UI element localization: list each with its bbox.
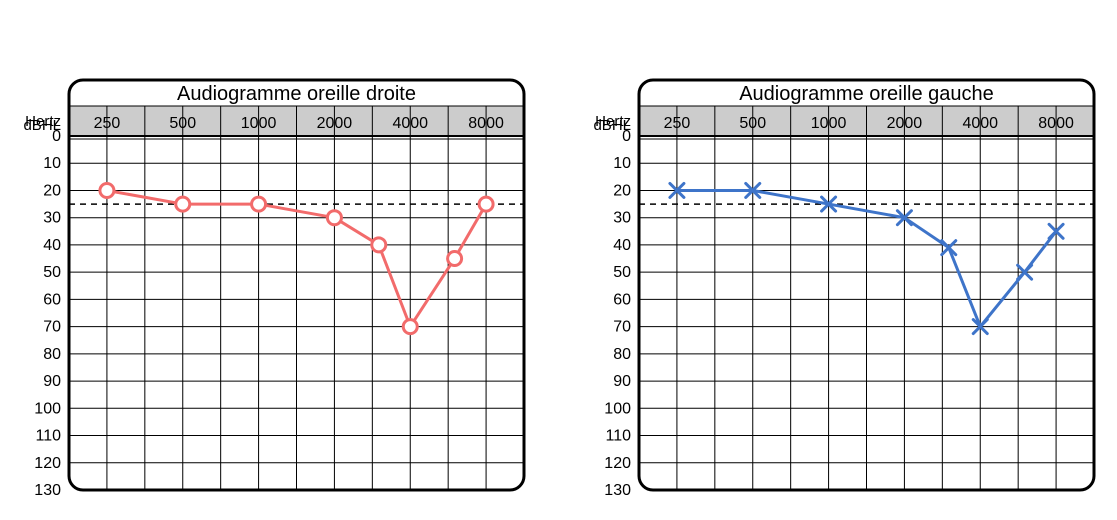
x-tick-label: 500 — [169, 115, 196, 132]
audiogram-left-panel: Audiogramme oreille gauche 250 500 1000 2000… — [584, 20, 1104, 500]
y-tick-label: 20 — [43, 182, 61, 199]
x-tick-label: 1000 — [240, 115, 276, 132]
marker-circle — [327, 211, 341, 225]
audiogram-pair: Audiogramme oreille droite 250 500 1000 2000… — [20, 20, 1097, 500]
marker-circle — [99, 183, 113, 197]
y-tick-label: 110 — [35, 428, 61, 445]
y-tick-label: 90 — [613, 373, 631, 390]
marker-circle — [479, 197, 493, 211]
x-tick-label: 2000 — [316, 115, 352, 132]
y-tick-label: 50 — [43, 264, 61, 281]
audiogram-left-chart: Audiogramme oreille gauche 250 500 1000 2000… — [584, 20, 1104, 500]
y-tick-label: 80 — [613, 346, 631, 363]
y-tick-label: 30 — [613, 210, 631, 227]
marker-circle — [251, 197, 265, 211]
x-tick-label: 8000 — [1038, 115, 1074, 132]
y-tick-label: 130 — [34, 482, 61, 499]
marker-circle — [371, 238, 385, 252]
y-tick-label: 100 — [34, 400, 61, 417]
y-tick-label: 80 — [43, 346, 61, 363]
y-tick-label: 130 — [604, 482, 631, 499]
audiogram-right-chart: Audiogramme oreille droite 250 500 1000 2000… — [14, 20, 534, 500]
y-tick-label: 20 — [613, 182, 631, 199]
y-tick-label: 60 — [43, 291, 61, 308]
y-tick-label: 90 — [43, 373, 61, 390]
marker-circle — [403, 320, 417, 334]
x-tick-label: 500 — [739, 115, 766, 132]
audiogram-right-panel: Audiogramme oreille droite 250 500 1000 2000… — [14, 20, 534, 500]
x-tick-label: 1000 — [810, 115, 846, 132]
x-tick-label: 250 — [663, 115, 690, 132]
marker-circle — [447, 252, 461, 266]
x-tick-label: 4000 — [392, 115, 428, 132]
y-tick-label: 120 — [604, 455, 631, 472]
chart-title: Audiogramme oreille gauche — [739, 83, 994, 105]
chart-title: Audiogramme oreille droite — [176, 83, 415, 105]
y-tick-label: 120 — [34, 455, 61, 472]
x-tick-label: 4000 — [962, 115, 998, 132]
y-tick-label: 70 — [43, 319, 61, 336]
y-tick-label: 40 — [43, 237, 61, 254]
x-tick-label: 2000 — [886, 115, 922, 132]
y-axis-label: dBHL — [593, 117, 631, 134]
y-tick-label: 10 — [43, 155, 61, 172]
y-axis-label: dBHL — [23, 117, 61, 134]
y-tick-label: 30 — [43, 210, 61, 227]
y-tick-label: 40 — [613, 237, 631, 254]
y-tick-label: 50 — [613, 264, 631, 281]
marker-circle — [175, 197, 189, 211]
y-tick-label: 110 — [605, 428, 631, 445]
y-tick-label: 100 — [604, 400, 631, 417]
x-tick-label: 8000 — [468, 115, 504, 132]
x-tick-label: 250 — [93, 115, 120, 132]
y-tick-label: 70 — [613, 319, 631, 336]
y-tick-label: 10 — [613, 155, 631, 172]
y-tick-label: 60 — [613, 291, 631, 308]
